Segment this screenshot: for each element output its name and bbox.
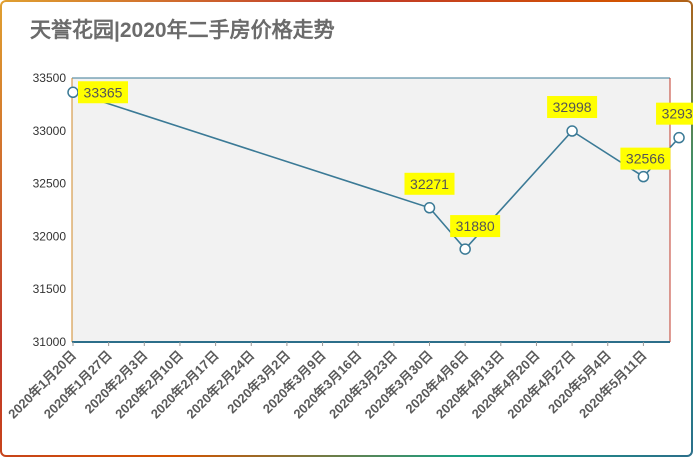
data-point: [673, 131, 685, 144]
y-tick-label: 33500: [33, 71, 67, 85]
data-point: [566, 125, 578, 137]
data-label: 32935: [662, 106, 693, 122]
series-line: [72, 91, 680, 251]
data-point: [459, 243, 471, 255]
y-tick-label: 32000: [33, 229, 67, 243]
data-label: 33365: [84, 84, 123, 100]
data-label-bg: [620, 147, 671, 170]
data-point: [637, 170, 650, 183]
y-tick-label: 31000: [33, 335, 67, 349]
y-tick-label: 33000: [33, 124, 67, 138]
data-label: 32998: [553, 99, 592, 115]
data-label: 31880: [456, 218, 495, 234]
data-label-bg: [547, 96, 598, 119]
data-point: [67, 86, 79, 99]
data-label-bg: [656, 102, 693, 125]
y-tick-label: 32500: [33, 177, 67, 191]
data-point: [423, 202, 436, 214]
data-label-bg: [404, 172, 455, 195]
data-label-bg: [450, 215, 501, 238]
data-label: 32566: [626, 151, 665, 167]
y-tick-label: 31500: [33, 282, 67, 296]
data-label-bg: [78, 81, 128, 104]
data-label: 32271: [410, 176, 449, 192]
chart-title: 天誉花园|2020年二手房价格走势: [30, 19, 335, 42]
plot-area: [72, 78, 670, 342]
